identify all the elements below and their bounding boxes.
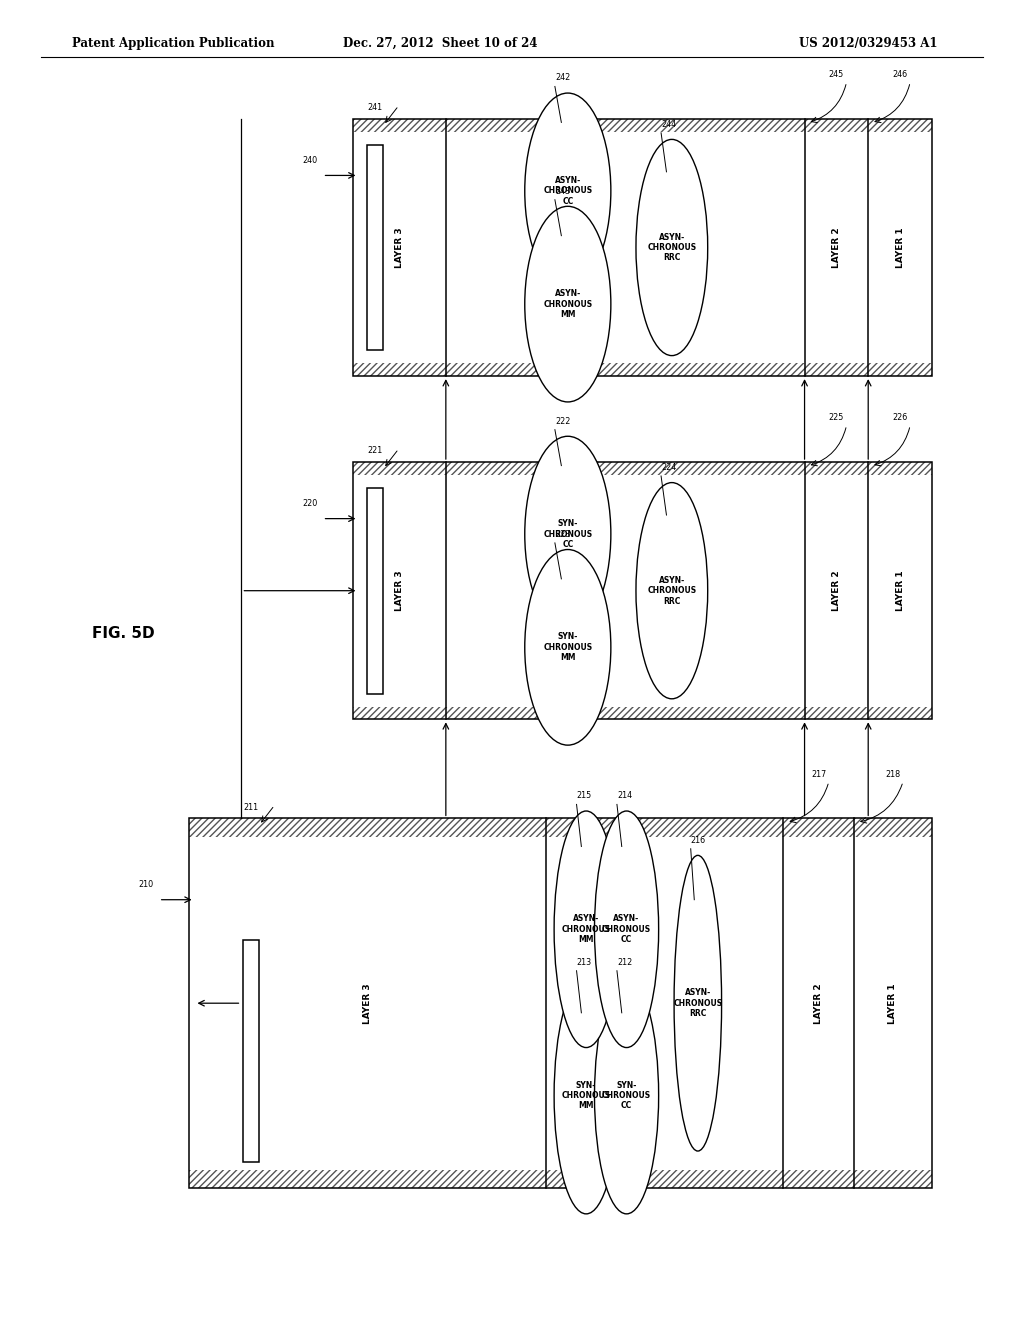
Text: 225: 225: [828, 413, 844, 422]
Text: LAYER 1: LAYER 1: [896, 570, 904, 611]
Text: SYN-
CHRONOUS
MM: SYN- CHRONOUS MM: [561, 1081, 610, 1110]
Bar: [243, 940, 259, 1162]
Bar: [368, 144, 383, 351]
Bar: [353, 363, 932, 376]
Bar: [189, 818, 932, 1188]
Ellipse shape: [595, 977, 658, 1214]
Text: SYN-
CHRONOUS
MM: SYN- CHRONOUS MM: [544, 632, 592, 663]
Text: SYN-
CHRONOUS
CC: SYN- CHRONOUS CC: [602, 1081, 651, 1110]
Ellipse shape: [595, 810, 658, 1048]
Bar: [353, 462, 932, 719]
Text: US 2012/0329453 A1: US 2012/0329453 A1: [799, 37, 937, 50]
Text: 223: 223: [555, 529, 570, 539]
Text: LAYER 3: LAYER 3: [395, 227, 404, 268]
Text: Dec. 27, 2012  Sheet 10 of 24: Dec. 27, 2012 Sheet 10 of 24: [343, 37, 538, 50]
Bar: [353, 462, 932, 719]
Text: LAYER 1: LAYER 1: [889, 983, 897, 1023]
Text: SYN-
CHRONOUS
CC: SYN- CHRONOUS CC: [544, 519, 592, 549]
Text: LAYER 3: LAYER 3: [364, 983, 372, 1023]
Ellipse shape: [636, 140, 708, 355]
Text: 215: 215: [577, 792, 592, 800]
Text: LAYER 3: LAYER 3: [395, 570, 404, 611]
Text: LAYER 1: LAYER 1: [896, 227, 904, 268]
Text: LAYER 2: LAYER 2: [814, 983, 823, 1023]
Ellipse shape: [524, 436, 611, 632]
Bar: [368, 487, 383, 694]
Text: 221: 221: [368, 446, 383, 455]
Text: LAYER 2: LAYER 2: [831, 570, 841, 611]
Text: 226: 226: [892, 413, 907, 422]
Ellipse shape: [554, 810, 618, 1048]
Bar: [353, 119, 932, 376]
Text: 245: 245: [828, 70, 844, 79]
Text: 211: 211: [244, 803, 259, 812]
Text: 241: 241: [368, 103, 383, 112]
Text: FIG. 5D: FIG. 5D: [91, 626, 155, 642]
Bar: [189, 818, 932, 837]
Text: ASYN-
CHRONOUS
RRC: ASYN- CHRONOUS RRC: [647, 576, 696, 606]
Text: LAYER 2: LAYER 2: [831, 227, 841, 268]
Bar: [353, 119, 932, 376]
Text: ASYN-
CHRONOUS
CC: ASYN- CHRONOUS CC: [602, 915, 651, 944]
Text: ASYN-
CHRONOUS
MM: ASYN- CHRONOUS MM: [561, 915, 610, 944]
Ellipse shape: [674, 855, 722, 1151]
Text: Patent Application Publication: Patent Application Publication: [72, 37, 274, 50]
Text: 243: 243: [555, 186, 570, 195]
Text: 242: 242: [555, 74, 570, 82]
Bar: [189, 818, 932, 1188]
Text: 224: 224: [662, 463, 676, 473]
Text: ASYN-
CHRONOUS
RRC: ASYN- CHRONOUS RRC: [647, 232, 696, 263]
Text: ASYN-
CHRONOUS
RRC: ASYN- CHRONOUS RRC: [673, 989, 722, 1018]
Bar: [353, 706, 932, 719]
Text: 213: 213: [577, 958, 592, 966]
Text: 217: 217: [811, 770, 826, 779]
Ellipse shape: [636, 483, 708, 698]
Bar: [189, 1170, 932, 1188]
Text: ASYN-
CHRONOUS
CC: ASYN- CHRONOUS CC: [544, 176, 592, 206]
Ellipse shape: [524, 549, 611, 744]
Ellipse shape: [554, 977, 618, 1214]
Ellipse shape: [524, 94, 611, 289]
Text: 220: 220: [302, 499, 317, 508]
Text: 216: 216: [691, 836, 706, 845]
Bar: [353, 119, 932, 132]
Text: 244: 244: [662, 120, 676, 129]
Text: 210: 210: [138, 880, 154, 890]
Text: 246: 246: [893, 70, 907, 79]
Text: 222: 222: [555, 417, 570, 425]
Ellipse shape: [524, 206, 611, 401]
Text: 214: 214: [616, 792, 632, 800]
Text: 212: 212: [616, 958, 632, 966]
Text: 240: 240: [302, 156, 317, 165]
Bar: [353, 462, 932, 475]
Text: ASYN-
CHRONOUS
MM: ASYN- CHRONOUS MM: [544, 289, 592, 319]
Text: 218: 218: [886, 770, 900, 779]
